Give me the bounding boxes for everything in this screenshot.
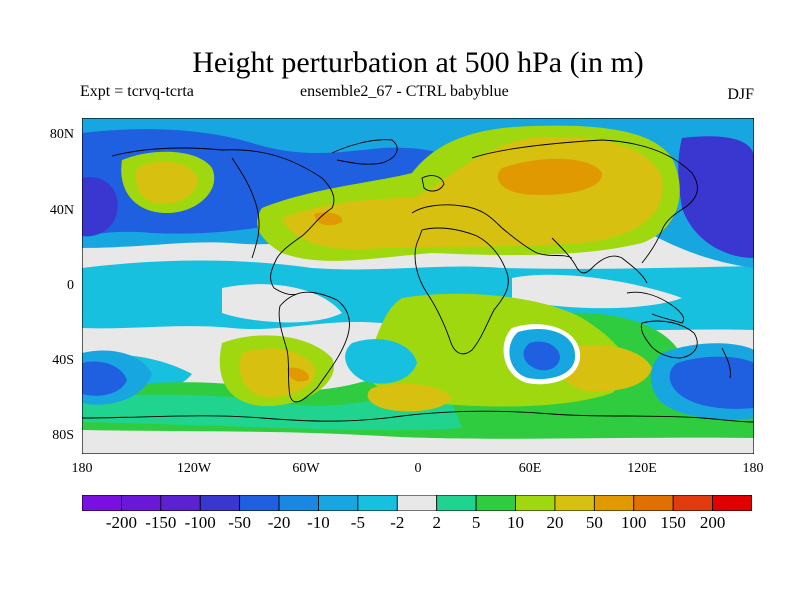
- colorbar-label: -20: [267, 513, 291, 532]
- lat-label-40s: 40S: [52, 353, 74, 368]
- lon-label-120e: 120E: [627, 461, 657, 476]
- experiment-label: Expt = tcrvq-tcrta: [80, 83, 194, 100]
- colorbar-label: 100: [621, 513, 647, 532]
- colorbar-swatch: [475, 495, 516, 511]
- lat-label-eq: 0: [67, 278, 74, 293]
- colorbar-label: 150: [660, 513, 686, 532]
- colorbar-swatch: [554, 495, 595, 511]
- colorbar-swatch: [160, 495, 201, 511]
- colorbar-swatch: [82, 495, 122, 511]
- colorbar-label: -10: [307, 513, 330, 532]
- colorbar-label: -50: [228, 513, 251, 532]
- chart-title: Height perturbation at 500 hPa (in m): [192, 46, 644, 79]
- region-west-pacific-low: [678, 136, 754, 258]
- lat-label-80n: 80N: [49, 127, 74, 142]
- colorbar-swatch: [672, 495, 713, 511]
- colorbar-label: -2: [390, 513, 405, 532]
- lat-label-40n: 40N: [49, 203, 74, 218]
- colorbar-swatch: [121, 495, 162, 511]
- colorbar-swatch: [712, 495, 752, 511]
- lon-label-60e: 60E: [518, 461, 542, 476]
- colorbar-swatch: [515, 495, 556, 511]
- colorbar-label: 2: [432, 513, 441, 532]
- colorbar-label: -150: [145, 513, 177, 532]
- colorbar: [82, 495, 752, 511]
- contour-map: [82, 118, 754, 454]
- colorbar-swatch: [318, 495, 359, 511]
- colorbar-label: -5: [350, 513, 365, 532]
- colorbar-label: 200: [699, 513, 726, 532]
- lon-label-120w: 120W: [176, 461, 212, 476]
- ensemble-label: ensemble2_67 - CTRL babyblue: [300, 83, 509, 100]
- colorbar-swatch: [239, 495, 280, 511]
- lon-label-180e: 180: [742, 461, 764, 476]
- colorbar-label: 20: [546, 513, 564, 532]
- lat-label-80s: 80S: [52, 428, 74, 443]
- colorbar-label: -100: [184, 513, 216, 532]
- colorbar-label: -200: [105, 513, 137, 532]
- colorbar-label: 50: [585, 513, 603, 532]
- colorbar-label: 10: [507, 513, 525, 532]
- colorbar-swatch: [436, 495, 477, 511]
- colorbar-swatch: [396, 495, 438, 511]
- season-label: DJF: [727, 86, 754, 103]
- colorbar-swatch: [278, 495, 319, 511]
- colorbar-swatch: [633, 495, 674, 511]
- colorbar-label: 5: [471, 513, 481, 532]
- region-siberia-high-core: [497, 158, 603, 196]
- lon-label-60w: 60W: [292, 461, 320, 476]
- colorbar-swatch: [593, 495, 635, 511]
- colorbar-swatch: [357, 495, 398, 511]
- colorbar-swatch: [199, 495, 241, 511]
- lon-label-180w: 180: [71, 461, 93, 476]
- lon-label-0: 0: [414, 461, 422, 476]
- coastlines: [82, 139, 754, 423]
